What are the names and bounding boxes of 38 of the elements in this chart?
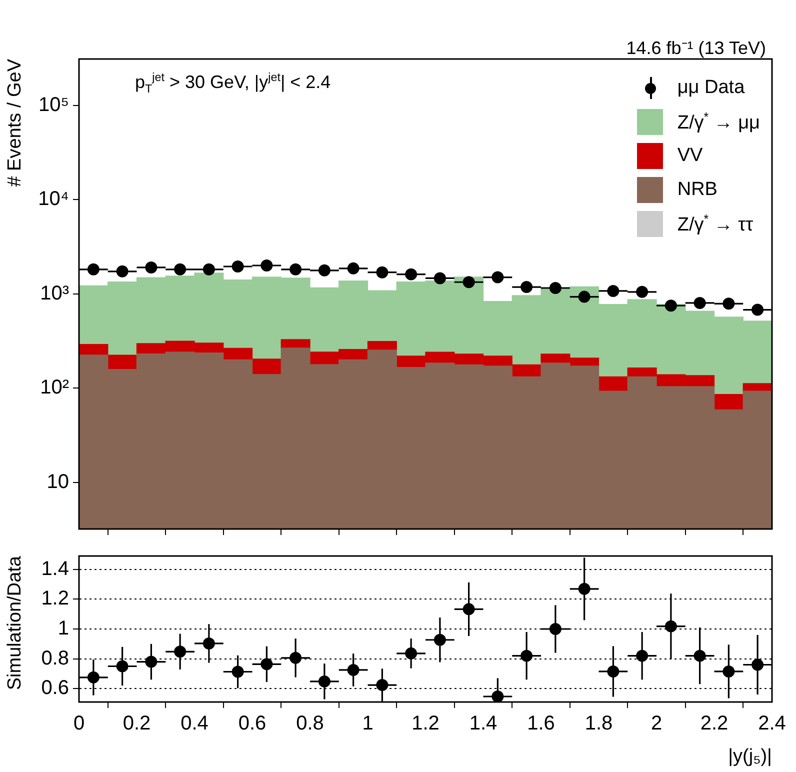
x-tick-label: 1.8	[584, 712, 613, 735]
y-tick-label: 1.4	[41, 558, 69, 580]
y-axis-title: # Events / GeV	[4, 58, 26, 187]
y-tick-label: 10²	[40, 376, 70, 399]
x-tick-label: 1.6	[527, 712, 555, 735]
x-tick-label: 0.8	[296, 712, 324, 735]
bar	[79, 344, 108, 356]
x-tick-label: 1.2	[412, 712, 440, 735]
bar	[598, 376, 628, 392]
bar	[714, 394, 744, 410]
legend-label: NRB	[677, 179, 718, 201]
x-axis-title: |y(j₅)|	[728, 746, 772, 767]
annotation: p$_{T}$$^{jet}$ > 30 GeV, |y$^{jet}$| < 2.4	[135, 71, 331, 96]
legend-label: Z/γ$^{*}$ → μμ	[677, 110, 760, 134]
x-tick-label: 2.2	[700, 712, 728, 735]
y-tick-label: 1.2	[41, 588, 69, 610]
y-tick-label: 10³	[40, 282, 70, 304]
x-tick-label: 2	[650, 712, 662, 735]
legend-label: Z/γ$^{*}$ → ττ	[677, 212, 754, 236]
x-tick-label: 1.4	[469, 712, 498, 735]
y-tick-label: 10⁴	[38, 188, 69, 210]
y-tick-label: 10	[46, 470, 69, 493]
x-tick-label: 0.6	[238, 712, 266, 735]
legend-label: μμ Data	[677, 77, 745, 99]
y-tick-label: 0.6	[41, 677, 69, 700]
x-tick-label: 0.2	[122, 712, 151, 735]
chart-title: 14.6 fb⁻¹ (13 TeV)	[626, 37, 766, 59]
y-tick-label: 0.8	[41, 647, 69, 670]
x-tick-label: 0	[73, 712, 85, 735]
x-tick-label: 0.4	[180, 712, 208, 735]
y-tick-label: 1	[58, 618, 69, 640]
bar	[108, 354, 138, 370]
bar	[280, 339, 310, 348]
x-tick-label: 2.4	[758, 712, 786, 735]
legend-label: VV	[677, 145, 703, 167]
x-tick-label: 1	[362, 712, 374, 735]
y-tick-label: 10⁵	[38, 94, 69, 116]
y-axis-title: Simulation/Data	[4, 556, 26, 690]
